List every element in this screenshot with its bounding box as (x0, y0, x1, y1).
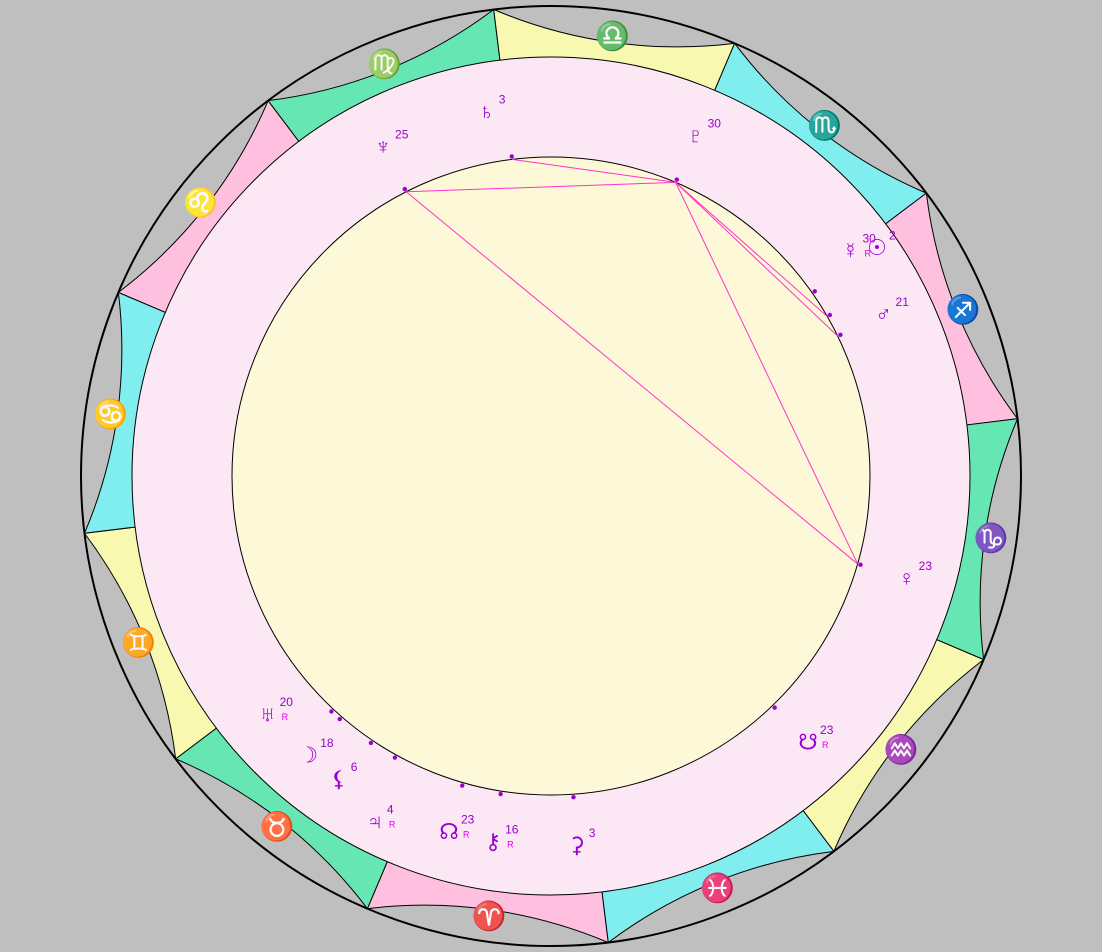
venus-glyph-icon: ♀ (898, 565, 915, 590)
uranus-retrograde-icon: R (282, 712, 289, 722)
chiron-glyph-icon: ⚷ (485, 829, 501, 854)
tick-chiron (498, 792, 502, 796)
zodiac-glyph-taurus: ♉ (260, 810, 295, 843)
jupiter-glyph-icon: ♃ (367, 809, 384, 834)
tick-neptune (403, 187, 407, 191)
south-node-glyph-icon: ☋ (798, 730, 818, 755)
saturn-glyph-icon: ♄ (479, 99, 496, 124)
zodiac-glyph-capricorn: ♑ (974, 521, 1009, 554)
tick-jupiter (369, 741, 373, 745)
tick-mars (838, 333, 842, 337)
neptune-glyph-icon: ♆ (375, 134, 392, 159)
lilith-degree: 6 (351, 760, 358, 774)
ceres-glyph-icon: ⚳ (569, 833, 585, 858)
mercury-degree: 30 (862, 231, 876, 245)
tick-saturn (510, 154, 514, 158)
moon-glyph-icon: ☽ (298, 743, 318, 768)
pluto-glyph-icon: ♇ (687, 123, 704, 148)
tick-south-node (772, 705, 776, 709)
zodiac-glyph-cancer: ♋ (93, 398, 128, 431)
jupiter-retrograde-icon: R (389, 820, 396, 830)
saturn-degree: 3 (499, 93, 506, 107)
zodiac-glyph-aquarius: ♒ (884, 733, 919, 766)
venus-degree: 23 (919, 559, 933, 573)
sun-degree: 2 (889, 229, 896, 243)
zodiac-glyph-sagittarius: ♐ (946, 293, 981, 326)
uranus-degree: 20 (280, 695, 294, 709)
tick-mercury (828, 313, 832, 317)
ceres-degree: 3 (589, 826, 596, 840)
zodiac-glyph-libra: ♎ (595, 19, 630, 52)
chiron-retrograde-icon: R (507, 839, 514, 849)
zodiac-glyph-pisces: ♓ (700, 872, 735, 905)
zodiac-glyph-aries: ♈ (472, 900, 507, 933)
mercury-glyph-icon: ☿ (842, 238, 859, 263)
uranus-glyph-icon: ♅ (259, 701, 276, 726)
mercury-retrograde-icon: R (864, 248, 871, 258)
north-node-degree: 23 (461, 813, 475, 827)
zodiac-glyph-virgo: ♍ (367, 47, 402, 80)
pluto-degree: 30 (708, 116, 722, 130)
south-node-retrograde-icon: R (822, 740, 829, 750)
tick-uranus (329, 709, 333, 713)
tick-ceres (571, 795, 575, 799)
tick-pluto (675, 177, 679, 181)
jupiter-degree: 4 (387, 803, 394, 817)
neptune-degree: 25 (395, 127, 409, 141)
north-node-glyph-icon: ☊ (439, 819, 459, 844)
moon-degree: 18 (320, 736, 334, 750)
tick-moon (338, 717, 342, 721)
mars-degree: 21 (896, 295, 910, 309)
lilith-glyph-icon: ⚸ (331, 767, 347, 792)
mars-glyph-icon: ♂ (875, 301, 892, 326)
zodiac-glyph-scorpio: ♏ (807, 109, 842, 142)
tick-sun (813, 289, 817, 293)
zodiac-glyph-gemini: ♊ (121, 626, 156, 659)
zodiac-glyph-leo: ♌ (183, 186, 218, 219)
natal-chart: ♈♉♊♋♌♍♎♏♐♑♒♓ ☉2☿30R♂21♀23☋23R⚳3⚷16R☊23R⚸… (0, 0, 1102, 952)
north-node-retrograde-icon: R (463, 830, 470, 840)
inner-circle (232, 157, 870, 795)
tick-north-node (460, 783, 464, 787)
chiron-degree: 16 (505, 822, 519, 836)
tick-lilith (393, 755, 397, 759)
south-node-degree: 23 (820, 723, 834, 737)
tick-venus (858, 563, 862, 567)
